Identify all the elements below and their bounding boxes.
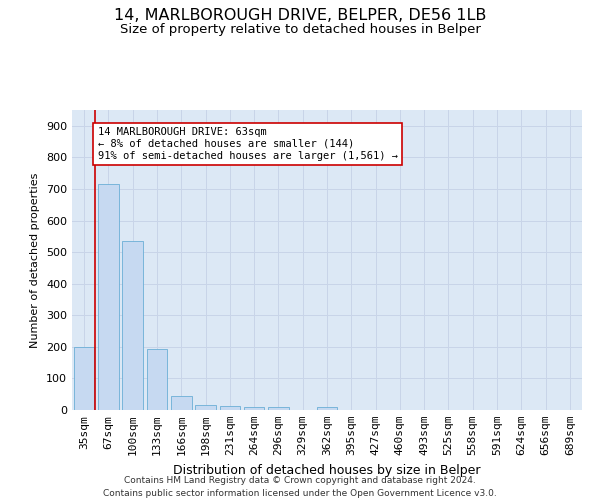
Text: Size of property relative to detached houses in Belper: Size of property relative to detached ho…: [119, 22, 481, 36]
Bar: [146, 349, 167, 410]
Text: Contains HM Land Registry data © Crown copyright and database right 2024.
Contai: Contains HM Land Registry data © Crown c…: [103, 476, 497, 498]
Bar: [268, 408, 289, 410]
X-axis label: Distribution of detached houses by size in Belper: Distribution of detached houses by size …: [173, 464, 481, 476]
Bar: [74, 347, 94, 410]
Bar: [244, 407, 265, 410]
Bar: [220, 406, 240, 410]
Y-axis label: Number of detached properties: Number of detached properties: [31, 172, 40, 348]
Bar: [171, 396, 191, 410]
Bar: [195, 404, 216, 410]
Text: 14 MARLBOROUGH DRIVE: 63sqm
← 8% of detached houses are smaller (144)
91% of sem: 14 MARLBOROUGH DRIVE: 63sqm ← 8% of deta…: [97, 128, 398, 160]
Bar: [98, 184, 119, 410]
Bar: [317, 408, 337, 410]
Text: 14, MARLBOROUGH DRIVE, BELPER, DE56 1LB: 14, MARLBOROUGH DRIVE, BELPER, DE56 1LB: [114, 8, 486, 22]
Bar: [122, 241, 143, 410]
